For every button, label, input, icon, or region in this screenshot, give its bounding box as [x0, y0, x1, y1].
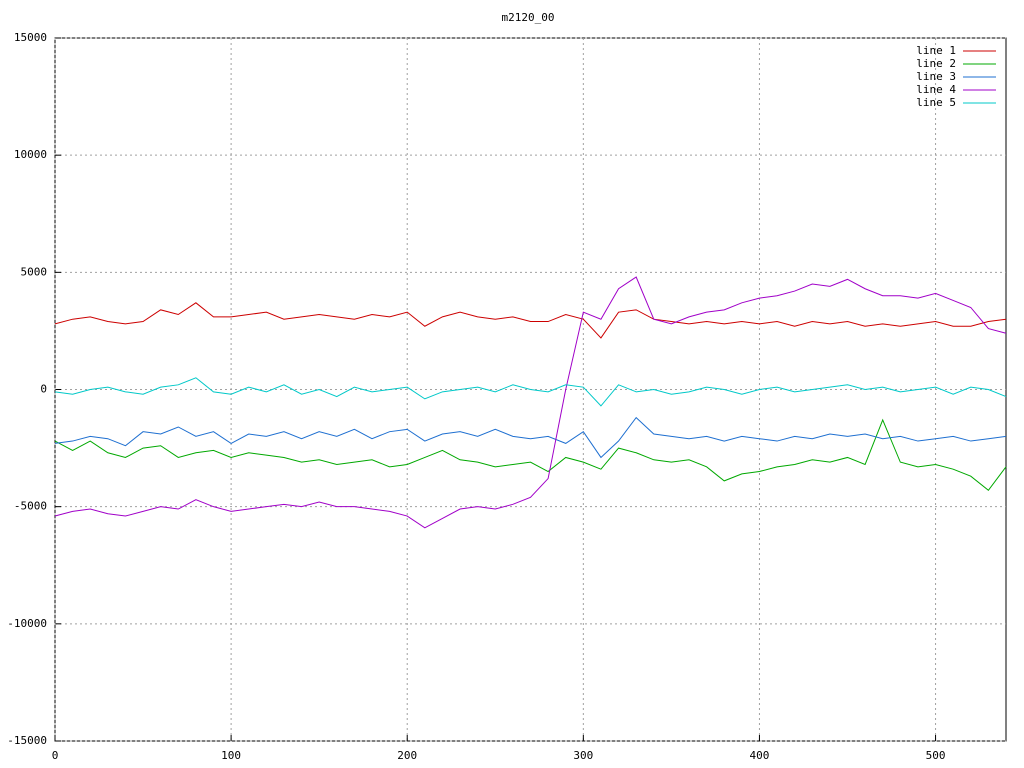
- x-tick-label: 300: [573, 749, 593, 762]
- chart-title: m2120_00: [502, 11, 555, 24]
- y-tick-label: -10000: [7, 617, 47, 630]
- x-tick-label: 400: [750, 749, 770, 762]
- y-tick-label: 15000: [14, 31, 47, 44]
- series-line: [54, 276, 1007, 529]
- series-line: [54, 418, 1007, 491]
- y-tick-label: -5000: [14, 500, 47, 513]
- x-tick-label: 0: [52, 749, 59, 762]
- legend-label: line 1: [916, 44, 956, 57]
- y-tick-label: 10000: [14, 148, 47, 161]
- x-tick-label: 100: [221, 749, 241, 762]
- y-tick-label: -15000: [7, 734, 47, 747]
- series-line: [54, 302, 1007, 339]
- series-line: [54, 416, 1007, 459]
- legend-label: line 5: [916, 96, 956, 109]
- series-line: [54, 377, 1007, 407]
- x-tick-label: 500: [926, 749, 946, 762]
- legend-label: line 2: [916, 57, 956, 70]
- legend-label: line 4: [916, 83, 956, 96]
- y-tick-label: 0: [40, 383, 47, 396]
- y-tick-label: 5000: [21, 265, 48, 278]
- legend-label: line 3: [916, 70, 956, 83]
- x-tick-label: 200: [397, 749, 417, 762]
